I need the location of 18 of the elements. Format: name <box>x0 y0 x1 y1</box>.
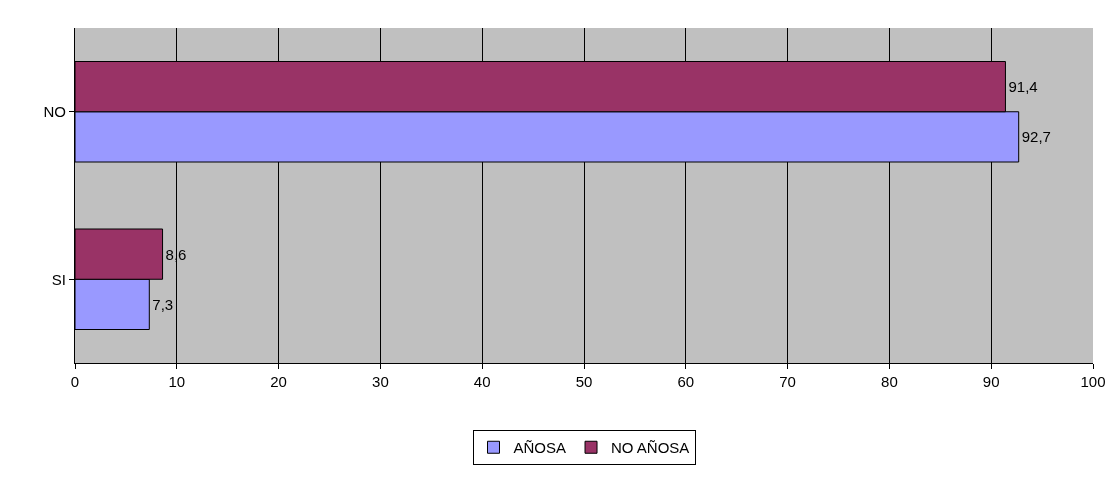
x-tick-label: 50 <box>575 373 593 390</box>
data-label: 7,3 <box>152 295 174 313</box>
y-tick-label: NO <box>43 103 66 120</box>
x-tick-label: 30 <box>372 373 389 390</box>
x-tick-label: 100 <box>1080 373 1106 390</box>
x-tick-label: 20 <box>270 373 287 390</box>
data-label: 92,7 <box>1021 128 1051 146</box>
legend-label: AÑOSA <box>513 439 567 457</box>
x-tick-label: 10 <box>168 373 186 390</box>
x-tick-label: 90 <box>982 373 1000 390</box>
data-label: 91,4 <box>1008 78 1038 96</box>
x-tick-label: 80 <box>881 373 898 390</box>
x-tick-label: 0 <box>70 373 80 390</box>
x-tick-label: 40 <box>473 373 491 390</box>
legend-label: NO AÑOSA <box>611 439 690 457</box>
x-tick-label: 70 <box>779 373 796 390</box>
x-tick-label: 60 <box>677 373 695 390</box>
y-tick-label: SI <box>51 270 66 288</box>
